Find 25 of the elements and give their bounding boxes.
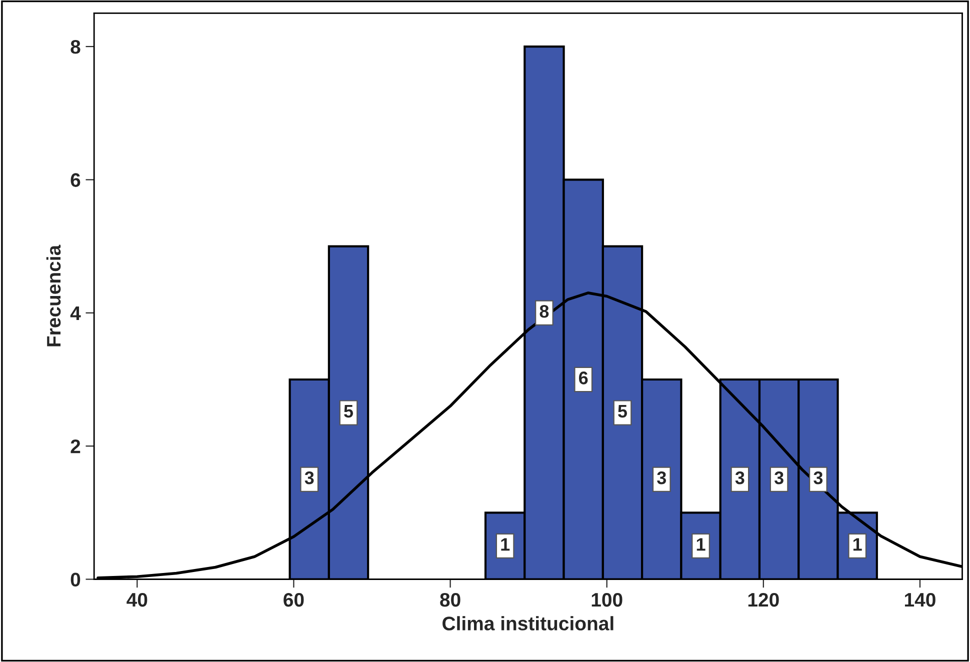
x-tick-label: 100 bbox=[592, 592, 622, 607]
data-label: 8 bbox=[540, 304, 549, 318]
data-label: 3 bbox=[814, 471, 823, 484]
x-tick-label: 60 bbox=[284, 592, 304, 607]
data-label: 3 bbox=[657, 471, 666, 484]
y-axis-title: Frecuencia bbox=[46, 244, 61, 346]
data-label: 5 bbox=[344, 405, 354, 418]
data-label: 1 bbox=[501, 538, 510, 551]
x-axis-title: Clima institucional bbox=[442, 616, 614, 630]
x-tick-label: 40 bbox=[126, 592, 148, 607]
y-tick-label: 2 bbox=[70, 440, 80, 454]
data-label: 3 bbox=[774, 471, 784, 484]
y-tick-label: 0 bbox=[70, 572, 80, 586]
data-label: 5 bbox=[618, 405, 628, 418]
y-tick-label: 8 bbox=[70, 40, 80, 54]
data-label: 1 bbox=[853, 538, 862, 551]
y-tick-label: 4 bbox=[70, 306, 81, 320]
data-label: 3 bbox=[304, 471, 314, 484]
data-label: 1 bbox=[696, 538, 706, 551]
y-tick-label: 6 bbox=[70, 173, 80, 187]
data-label: 6 bbox=[578, 372, 588, 384]
x-tick-label: 140 bbox=[904, 592, 936, 607]
x-tick-label: 80 bbox=[440, 592, 460, 607]
data-label: 3 bbox=[735, 471, 744, 484]
x-tick-label: 120 bbox=[748, 592, 779, 607]
